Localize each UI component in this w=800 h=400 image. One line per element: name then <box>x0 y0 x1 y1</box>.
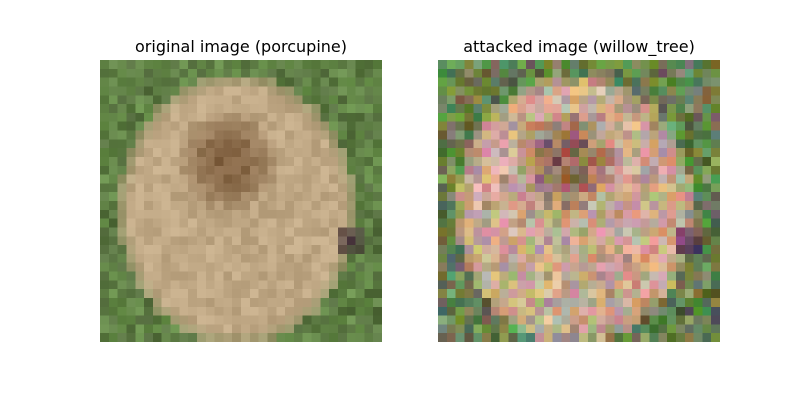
original-image-title: original image (porcupine) <box>135 37 347 56</box>
attacked-image-title: attacked image (willow_tree) <box>463 37 695 56</box>
original-image <box>100 60 382 342</box>
attacked-image <box>438 60 720 342</box>
original-image-panel: original image (porcupine) <box>100 34 382 342</box>
attacked-image-panel: attacked image (willow_tree) <box>438 34 720 342</box>
